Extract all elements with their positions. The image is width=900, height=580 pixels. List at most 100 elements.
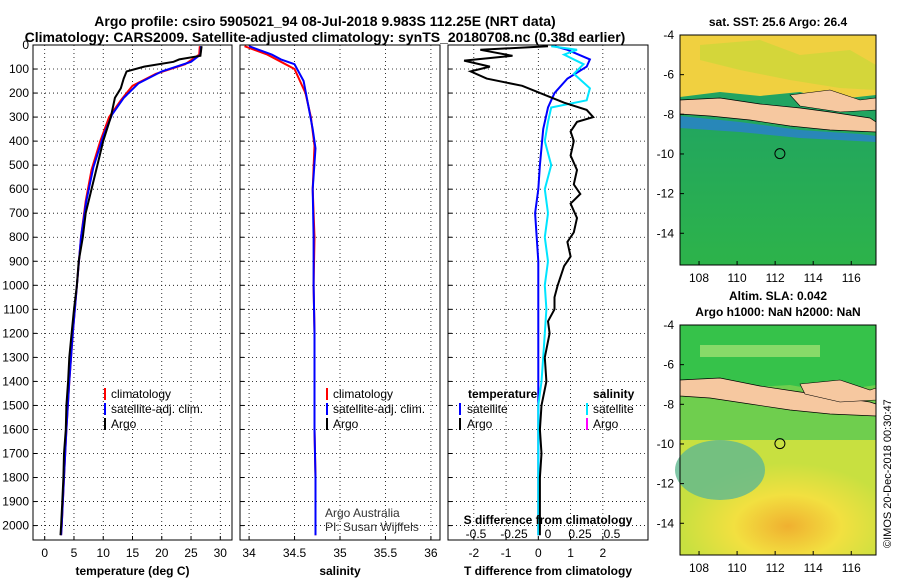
sst-argo-position-marker: [774, 148, 786, 160]
temperature-legend-swatch: [104, 418, 106, 430]
map-ytick-label: -4: [663, 318, 674, 332]
depth-tick-label: 200: [9, 86, 29, 100]
difference-xlabel: T difference from climatology: [464, 564, 632, 578]
depth-tick-label: 1500: [2, 398, 29, 412]
depth-tick-label: 1400: [2, 374, 29, 388]
diff-top-tick-label: -0.5: [466, 527, 487, 541]
difference-xtick-label: 0: [535, 546, 542, 560]
salinity-legend-swatch: [326, 388, 328, 400]
sla-map: Altim. SLA: 0.042 Argo h1000: NaN h2000:…: [657, 289, 877, 575]
temperature-xtick-label: 20: [155, 546, 169, 560]
salinity-xlabel: salinity: [319, 564, 361, 578]
difference-series-t-argo: [463, 45, 596, 536]
temperature-xtick-label: 0: [41, 546, 48, 560]
temperature-legend-swatch: [104, 388, 106, 400]
salinity-plot-frame: [239, 44, 441, 541]
diff-legend-left-label: Argo: [467, 417, 493, 431]
sst-map: sat. SST: 25.6 Argo: 26.4 108 110 112 114 11…: [657, 15, 877, 285]
salinity-series-satellite-adj-clim-: [248, 45, 317, 536]
temperature-series-argo: [59, 46, 203, 536]
temperature-series-climatology: [60, 46, 201, 536]
figure-title-line2: Climatology: CARS2009. Satellite-adjuste…: [24, 29, 626, 45]
map-ytick-label: -8: [663, 107, 674, 121]
sst-map-title: sat. SST: 25.6 Argo: 26.4: [709, 15, 848, 29]
sst-coastal-upwelling: [680, 116, 876, 142]
depth-tick-label: 700: [9, 206, 29, 220]
sla-argo-position-marker: [774, 438, 786, 450]
salinity-legend-label: Argo: [333, 417, 359, 431]
map-xtick-label: 112: [766, 561, 785, 575]
difference-series-s-satellite: [537, 45, 592, 536]
depth-tick-label: 1300: [2, 350, 29, 364]
map-ytick-label: -6: [663, 68, 674, 82]
temperature-xlabel: temperature (deg C): [75, 564, 189, 578]
salinity-legend-label: satellite-adj. clim.: [333, 402, 425, 416]
salinity-panel: 34 34.5 35 35.5 36 salinity climatologysatelli…: [239, 44, 441, 578]
salinity-annotation: PI: Susan Wijffels: [325, 520, 419, 534]
map-xtick-label: 110: [728, 271, 747, 285]
diff-legend-right-label: Argo: [593, 417, 619, 431]
map-ytick-label: -14: [657, 226, 675, 240]
temperature-xtick-label: 30: [214, 546, 228, 560]
salinity-annotation: Argo Australia: [325, 506, 400, 520]
salinity-series-climatology: [244, 45, 317, 536]
difference-plot-frame: [447, 44, 649, 541]
diff-legend-left-swatch: [459, 418, 461, 430]
diff-legend-right-label: salinity: [593, 387, 635, 401]
sla-java-sea-band: [700, 345, 820, 357]
temperature-legend-label: Argo: [111, 417, 137, 431]
diff-legend-right-swatch: [586, 403, 588, 415]
diff-legend-left-swatch: [459, 403, 461, 415]
salinity-legend-label: climatology: [333, 387, 393, 401]
temperature-xtick-label: 5: [71, 546, 78, 560]
temperature-xtick-label: 15: [126, 546, 140, 560]
diff-top-tick-label: 0: [545, 527, 552, 541]
difference-xtick-label: 1: [567, 546, 574, 560]
sla-java-sea: [680, 325, 876, 392]
sst-java-sea-band: [700, 40, 876, 90]
map-ytick-label: -14: [657, 516, 675, 530]
depth-tick-label: 1600: [2, 422, 29, 436]
depth-tick-label: 500: [9, 158, 29, 172]
map-ytick-label: -12: [657, 187, 675, 201]
depth-tick-label: 900: [9, 254, 29, 268]
salinity-legend-swatch: [326, 418, 328, 430]
map-xtick-label: 112: [766, 271, 785, 285]
difference-xtick-label: 2: [599, 546, 606, 560]
sst-map-frame: [679, 34, 877, 266]
sla-map-frame: [679, 324, 877, 556]
map-xtick-label: 114: [804, 561, 823, 575]
map-ytick-label: -8: [663, 397, 674, 411]
temperature-series-satellite-adj-clim-: [60, 46, 202, 536]
map-ytick-label: -10: [657, 147, 675, 161]
depth-tick-label: 0: [22, 38, 29, 52]
diff-legend-left-label: temperature: [468, 387, 538, 401]
depth-tick-label: 1700: [2, 446, 29, 460]
depth-tick-label: 600: [9, 182, 29, 196]
salinity-xtick-label: 35: [333, 546, 347, 560]
map-xtick-label: 114: [804, 271, 823, 285]
diff-top-tick-label: -0.25: [500, 527, 528, 541]
figure-title-line1: Argo profile: csiro 5905021_94 08-Jul-20…: [94, 13, 556, 29]
depth-tick-label: 1200: [2, 326, 29, 340]
diff-top-tick-label: 0.25: [568, 527, 592, 541]
sla-map-title-line2: Argo h1000: NaN h2000: NaN: [695, 305, 860, 319]
salinity-legend-swatch: [326, 403, 328, 415]
difference-panel: -2 -1 0 1 2 T difference from climatology temp…: [447, 44, 649, 578]
map-ytick-label: -4: [663, 28, 674, 42]
temperature-legend-label: climatology: [111, 387, 171, 401]
diff-top-tick-label: 0.5: [604, 527, 621, 541]
temperature-plot-frame: [32, 44, 233, 541]
depth-tick-label: 2000: [2, 519, 29, 533]
map-ytick-label: -12: [657, 477, 675, 491]
salinity-xtick-label: 35.5: [374, 546, 398, 560]
credit-text: ©IMOS 20-Dec-2018 00:30:47: [882, 399, 894, 548]
depth-tick-label: 300: [9, 110, 29, 124]
depth-tick-label: 1900: [2, 495, 29, 509]
sla-cool-eddy: [675, 440, 765, 500]
diff-legend-right-swatch: [586, 418, 588, 430]
map-ytick-label: -6: [663, 358, 674, 372]
temperature-legend-swatch: [104, 403, 106, 415]
map-xtick-label: 116: [842, 561, 861, 575]
